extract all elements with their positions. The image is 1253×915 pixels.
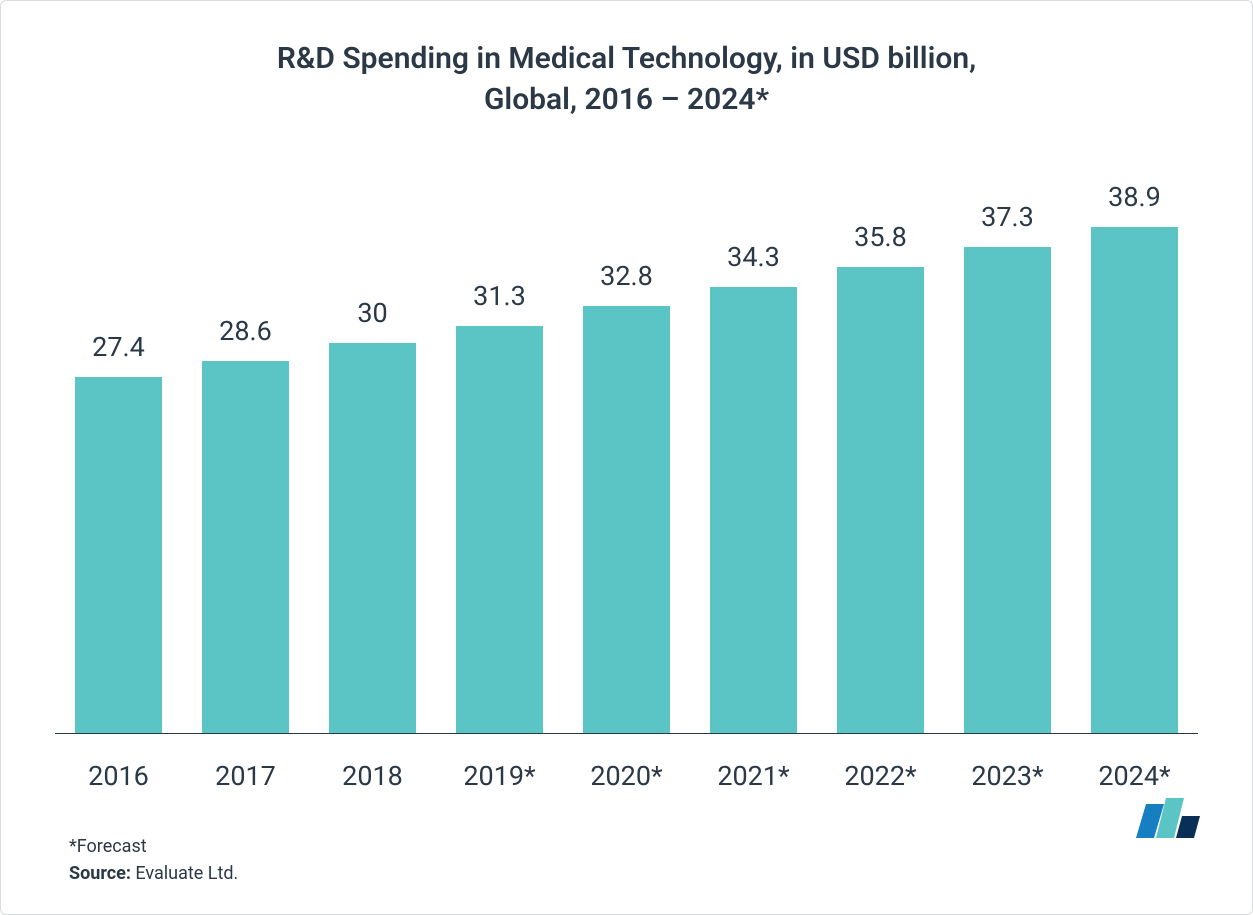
bar-value-label: 35.8: [854, 221, 907, 253]
x-tick-label: 2024*: [1071, 760, 1198, 792]
bar-column: 38.9: [1071, 160, 1198, 734]
bar-column: 28.6: [182, 160, 309, 734]
bar: [202, 361, 288, 734]
chart-footer: *Forecast Source: Evaluate Ltd.: [45, 836, 1208, 884]
x-axis-baseline: [55, 733, 1198, 734]
plot-area: 27.4 28.6 30 31.3 32.8 34.3 35.8 37.3 38.9: [45, 160, 1208, 734]
bar: [710, 287, 796, 734]
x-tick-label: 2020*: [563, 760, 690, 792]
x-axis: 2016201720182019*2020*2021*2022*2023*202…: [45, 760, 1208, 792]
source-value: Evaluate Ltd.: [135, 863, 238, 884]
x-tick-label: 2019*: [436, 760, 563, 792]
bar: [964, 247, 1050, 734]
bar-column: 27.4: [55, 160, 182, 734]
bar: [456, 326, 542, 734]
bar-value-label: 31.3: [473, 280, 526, 312]
bar-value-label: 34.3: [727, 241, 780, 273]
bar-column: 34.3: [690, 160, 817, 734]
x-tick-label: 2017: [182, 760, 309, 792]
bar-value-label: 27.4: [92, 331, 145, 363]
bar-value-label: 37.3: [981, 201, 1034, 233]
bar: [1091, 227, 1177, 734]
source-line: Source: Evaluate Ltd.: [69, 863, 1208, 884]
bar-column: 35.8: [817, 160, 944, 734]
bar-value-label: 32.8: [600, 260, 653, 292]
bar: [837, 267, 923, 734]
chart-area: 27.428.63031.332.834.335.837.338.9 20162…: [45, 160, 1208, 792]
forecast-footnote: *Forecast: [69, 836, 1208, 857]
x-tick-label: 2022*: [817, 760, 944, 792]
bar-value-label: 28.6: [219, 315, 272, 347]
x-tick-label: 2021*: [690, 760, 817, 792]
bar-value-label: 38.9: [1108, 181, 1161, 213]
bar-column: 32.8: [563, 160, 690, 734]
bar: [583, 306, 669, 734]
chart-card: R&D Spending in Medical Technology, in U…: [0, 0, 1253, 915]
x-tick-label: 2023*: [944, 760, 1071, 792]
bar: [329, 343, 415, 734]
source-label: Source:: [69, 863, 131, 884]
x-tick-label: 2016: [55, 760, 182, 792]
bar: [75, 377, 161, 734]
bar-column: 30: [309, 160, 436, 734]
bar-value-label: 30: [357, 297, 387, 329]
bar-column: 31.3: [436, 160, 563, 734]
x-tick-label: 2018: [309, 760, 436, 792]
chart-title: R&D Spending in Medical Technology, in U…: [45, 39, 1208, 120]
brand-logo-icon: [1136, 796, 1200, 838]
bar-column: 37.3: [944, 160, 1071, 734]
